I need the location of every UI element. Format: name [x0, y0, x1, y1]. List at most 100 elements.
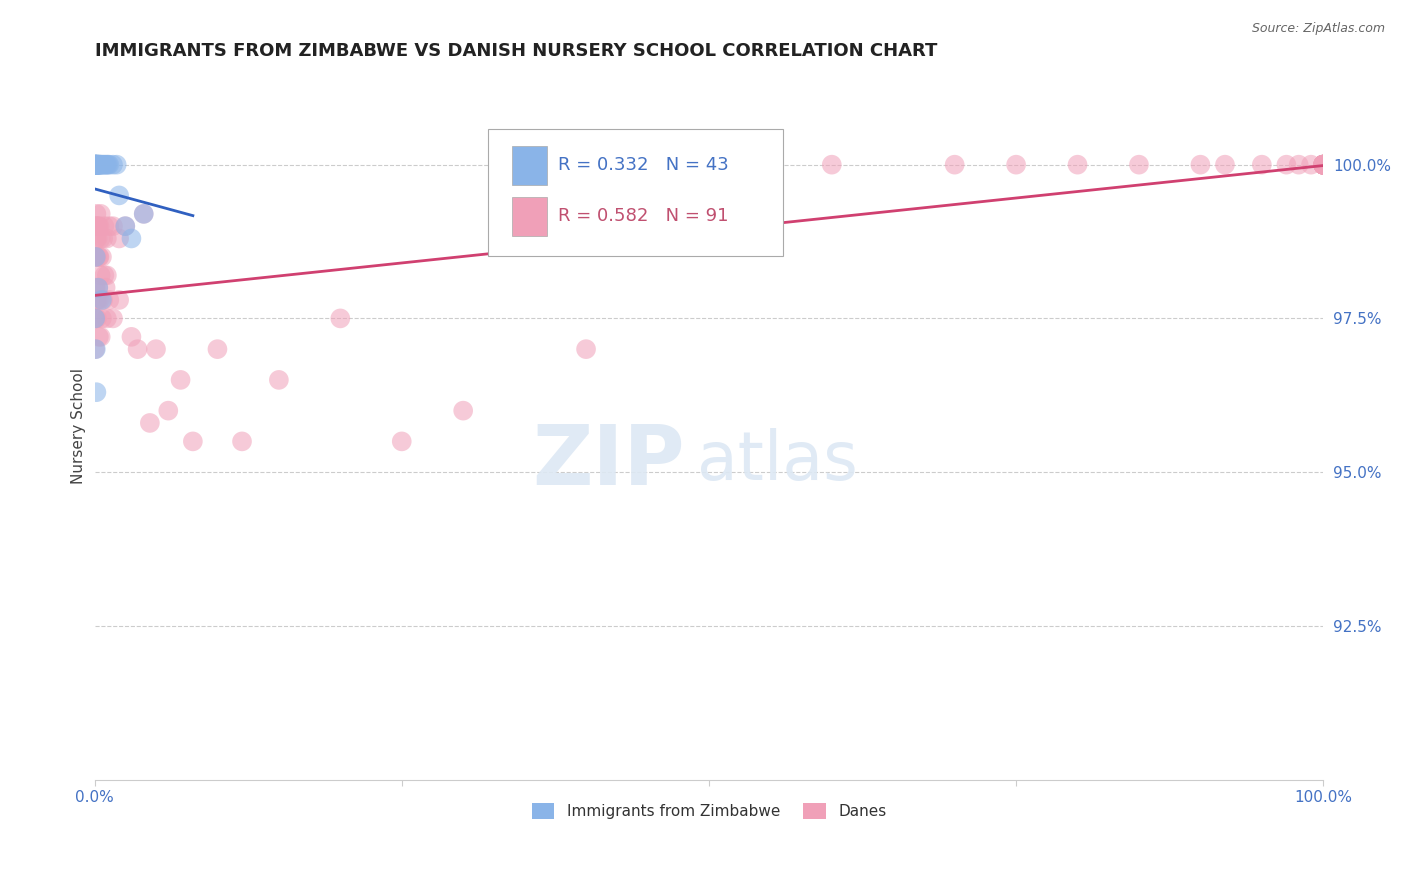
Point: [98, 219, 121, 234]
Point: [84, 158, 107, 172]
Point: [231, 434, 253, 449]
Point: [84, 342, 107, 356]
Point: [97, 158, 120, 172]
Point: [1312, 158, 1334, 172]
Bar: [512, 197, 547, 235]
Point: [132, 207, 155, 221]
Point: [86, 231, 108, 245]
Point: [90, 207, 112, 221]
Point: [86, 158, 108, 172]
Point: [86, 293, 108, 307]
Point: [105, 158, 128, 172]
Point: [86, 250, 108, 264]
Point: [1312, 158, 1334, 172]
Point: [98, 158, 121, 172]
Point: [86, 293, 108, 307]
Point: [87, 280, 110, 294]
FancyBboxPatch shape: [488, 129, 783, 256]
Point: [84, 250, 107, 264]
Point: [96, 231, 118, 245]
Point: [98, 293, 121, 307]
Point: [821, 158, 844, 172]
Point: [86, 207, 108, 221]
Point: [91, 293, 114, 307]
Point: [84, 158, 107, 172]
Point: [89, 158, 111, 172]
Point: [90, 158, 112, 172]
Point: [96, 311, 118, 326]
Point: [89, 250, 111, 264]
Point: [91, 311, 114, 326]
Point: [84, 280, 107, 294]
Point: [1312, 158, 1334, 172]
Point: [86, 158, 108, 172]
Point: [114, 219, 136, 234]
Point: [87, 219, 110, 234]
Point: [943, 158, 966, 172]
Point: [181, 434, 204, 449]
Point: [157, 403, 180, 417]
Point: [84, 342, 107, 356]
Point: [1312, 158, 1334, 172]
Point: [84, 311, 107, 326]
Point: [91, 158, 114, 172]
Point: [1312, 158, 1334, 172]
Point: [87, 158, 110, 172]
Point: [108, 188, 131, 202]
Point: [96, 158, 118, 172]
Point: [169, 373, 191, 387]
Point: [207, 342, 229, 356]
Point: [1250, 158, 1272, 172]
Point: [86, 219, 108, 234]
Point: [86, 158, 108, 172]
Point: [86, 158, 108, 172]
Point: [93, 158, 115, 172]
Point: [1312, 158, 1334, 172]
Point: [575, 342, 598, 356]
Point: [114, 219, 136, 234]
Point: [1312, 158, 1334, 172]
Point: [90, 330, 112, 344]
Point: [93, 219, 115, 234]
Y-axis label: Nursery School: Nursery School: [72, 368, 86, 484]
Point: [93, 268, 115, 283]
Point: [94, 158, 117, 172]
Point: [86, 385, 108, 400]
Point: [1312, 158, 1334, 172]
Point: [1312, 158, 1334, 172]
Point: [84, 250, 107, 264]
Point: [87, 280, 110, 294]
Point: [391, 434, 413, 449]
Point: [120, 231, 142, 245]
Point: [101, 311, 124, 326]
Point: [108, 231, 131, 245]
Point: [1288, 158, 1310, 172]
Text: Source: ZipAtlas.com: Source: ZipAtlas.com: [1251, 22, 1385, 36]
Point: [1005, 158, 1028, 172]
Point: [87, 158, 110, 172]
Point: [84, 219, 107, 234]
Point: [84, 158, 107, 172]
Point: [1312, 158, 1334, 172]
Point: [84, 158, 107, 172]
Point: [132, 207, 155, 221]
Point: [86, 311, 108, 326]
Point: [91, 250, 114, 264]
Point: [697, 158, 720, 172]
Legend: Immigrants from Zimbabwe, Danes: Immigrants from Zimbabwe, Danes: [526, 797, 893, 825]
Point: [1213, 158, 1236, 172]
Point: [89, 293, 111, 307]
Point: [90, 268, 112, 283]
Point: [1312, 158, 1334, 172]
Text: ZIP: ZIP: [531, 421, 685, 502]
Bar: [512, 145, 547, 185]
Point: [1066, 158, 1088, 172]
Text: R = 0.582   N = 91: R = 0.582 N = 91: [558, 207, 728, 225]
Point: [84, 280, 107, 294]
Point: [96, 268, 118, 283]
Point: [1128, 158, 1150, 172]
Point: [139, 416, 162, 430]
Point: [84, 158, 107, 172]
Point: [91, 293, 114, 307]
Point: [1312, 158, 1334, 172]
